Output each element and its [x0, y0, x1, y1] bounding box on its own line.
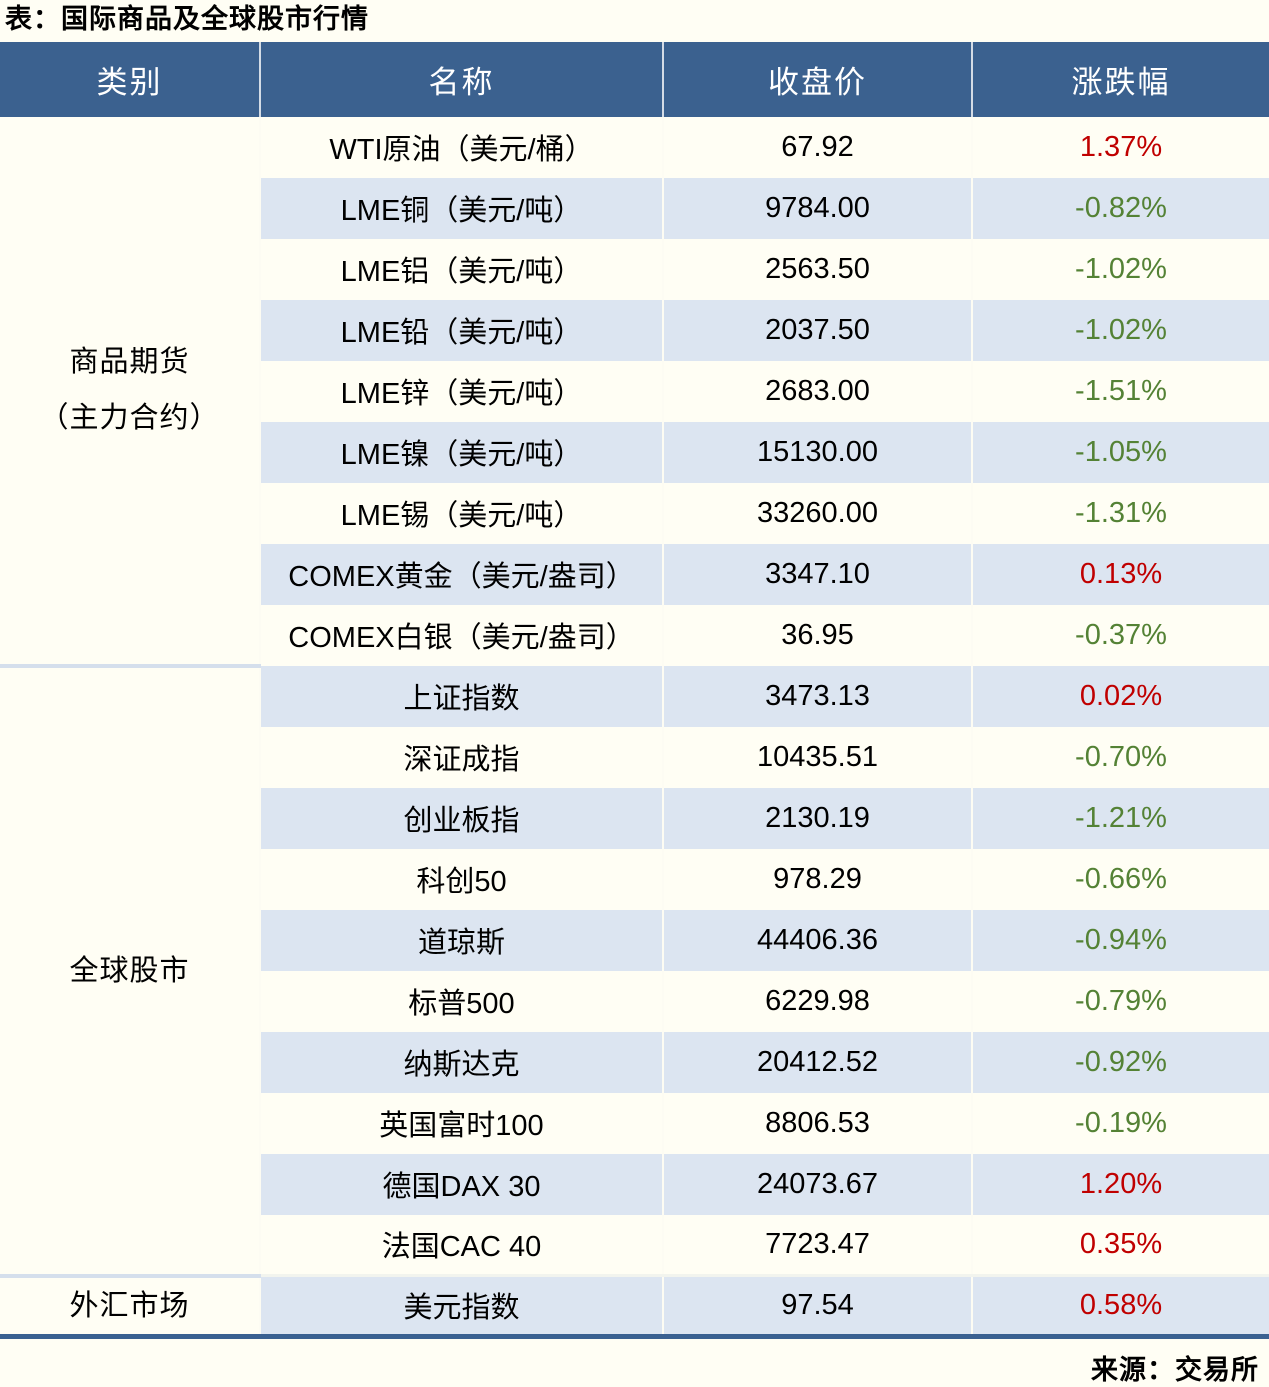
- instrument-name: LME镍（美元/吨）: [259, 421, 663, 483]
- table-row: 德国DAX 30 24073.67 1.20%: [0, 1153, 1269, 1215]
- close-price: 3473.13: [662, 665, 972, 727]
- change-percent: -1.02%: [971, 299, 1269, 361]
- table-row: 科创50 978.29 -0.66%: [0, 848, 1269, 910]
- close-price: 6229.98: [662, 970, 972, 1032]
- change-percent: -1.31%: [971, 482, 1269, 544]
- change-percent: 0.13%: [971, 543, 1269, 605]
- close-price: 2130.19: [662, 787, 972, 849]
- change-percent: -1.05%: [971, 421, 1269, 483]
- table-row: LME锡（美元/吨） 33260.00 -1.31%: [0, 482, 1269, 544]
- table-row: 商品期货 （主力合约） WTI原油（美元/桶） 67.92 1.37%: [0, 116, 1269, 666]
- header-name: 名称: [259, 41, 663, 117]
- change-percent: -0.66%: [971, 848, 1269, 910]
- close-price: 2037.50: [662, 299, 972, 361]
- change-percent: -1.21%: [971, 787, 1269, 849]
- header-row: 类别 名称 收盘价 涨跌幅: [0, 41, 1269, 117]
- table-row: LME铝（美元/吨） 2563.50 -1.02%: [0, 238, 1269, 300]
- page-title: 表：国际商品及全球股市行情: [5, 4, 369, 34]
- change-percent: -0.82%: [971, 177, 1269, 239]
- table-row: LME镍（美元/吨） 15130.00 -1.05%: [0, 421, 1269, 483]
- instrument-name: LME锡（美元/吨）: [259, 482, 663, 544]
- instrument-name: COMEX白银（美元/盎司）: [259, 604, 663, 666]
- instrument-name: LME锌（美元/吨）: [259, 360, 663, 422]
- header-category: 类别: [0, 41, 260, 117]
- instrument-name: COMEX黄金（美元/盎司）: [259, 543, 663, 605]
- change-percent: 1.20%: [971, 1153, 1269, 1215]
- instrument-name: LME铝（美元/吨）: [259, 238, 663, 300]
- instrument-name: 法国CAC 40: [259, 1214, 663, 1276]
- instrument-name: 英国富时100: [259, 1092, 663, 1154]
- instrument-name: 科创50: [259, 848, 663, 910]
- instrument-name: 道琼斯: [259, 909, 663, 971]
- table-row: 创业板指 2130.19 -1.21%: [0, 787, 1269, 849]
- close-price: 20412.52: [662, 1031, 972, 1093]
- table-row: 法国CAC 40 7723.47 0.35%: [0, 1214, 1269, 1276]
- table-row: COMEX白银（美元/盎司） 36.95 -0.37%: [0, 604, 1269, 666]
- change-percent: -1.02%: [971, 238, 1269, 300]
- change-percent: -0.70%: [971, 726, 1269, 788]
- change-percent: -0.37%: [971, 604, 1269, 666]
- instrument-name: 美元指数: [259, 1274, 663, 1337]
- category-cell: 商品期货 （主力合约）: [0, 116, 260, 666]
- table-row: 外汇市场 美元指数 97.54 0.58%: [0, 1273, 1269, 1337]
- category-label: 商品期货: [69, 346, 190, 379]
- change-percent: -0.79%: [971, 970, 1269, 1032]
- table-row: 全球股市 上证指数 3473.13 0.02%: [0, 663, 1269, 1276]
- instrument-name: WTI原油（美元/桶）: [259, 116, 663, 178]
- close-price: 2563.50: [662, 238, 972, 300]
- close-price: 44406.36: [662, 909, 972, 971]
- category-cell: 全球股市: [0, 663, 260, 1276]
- instrument-name: 上证指数: [259, 665, 663, 727]
- source-note: 来源：交易所: [1091, 1354, 1259, 1385]
- table-row: LME铜（美元/吨） 9784.00 -0.82%: [0, 177, 1269, 239]
- instrument-name: 创业板指: [259, 787, 663, 849]
- table-row: 标普500 6229.98 -0.79%: [0, 970, 1269, 1032]
- category-cell: 外汇市场: [0, 1273, 260, 1337]
- table-row: 道琼斯 44406.36 -0.94%: [0, 909, 1269, 971]
- close-price: 8806.53: [662, 1092, 972, 1154]
- close-price: 7723.47: [662, 1214, 972, 1276]
- change-percent: 0.02%: [971, 665, 1269, 727]
- close-price: 15130.00: [662, 421, 972, 483]
- instrument-name: LME铅（美元/吨）: [259, 299, 663, 361]
- instrument-name: 标普500: [259, 970, 663, 1032]
- change-percent: 0.58%: [971, 1274, 1269, 1337]
- table-row: LME铅（美元/吨） 2037.50 -1.02%: [0, 299, 1269, 361]
- table-row: 英国富时100 8806.53 -0.19%: [0, 1092, 1269, 1154]
- table-row: 纳斯达克 20412.52 -0.92%: [0, 1031, 1269, 1093]
- close-price: 67.92: [662, 116, 972, 178]
- change-percent: 0.35%: [971, 1214, 1269, 1276]
- change-percent: -0.19%: [971, 1092, 1269, 1154]
- category-label-line2: （主力合约）: [39, 402, 220, 435]
- table-row: LME锌（美元/吨） 2683.00 -1.51%: [0, 360, 1269, 422]
- table-header: 类别 名称 收盘价 涨跌幅: [0, 41, 1269, 117]
- category-label: 全球股市: [69, 954, 190, 987]
- change-percent: -1.51%: [971, 360, 1269, 422]
- close-price: 24073.67: [662, 1153, 972, 1215]
- instrument-name: 深证成指: [259, 726, 663, 788]
- table-row: COMEX黄金（美元/盎司） 3347.10 0.13%: [0, 543, 1269, 605]
- change-percent: 1.37%: [971, 116, 1269, 178]
- category-label: 外汇市场: [69, 1289, 190, 1322]
- close-price: 97.54: [662, 1274, 972, 1337]
- instrument-name: 纳斯达克: [259, 1031, 663, 1093]
- header-change: 涨跌幅: [971, 41, 1269, 117]
- instrument-name: 德国DAX 30: [259, 1153, 663, 1215]
- close-price: 9784.00: [662, 177, 972, 239]
- instrument-name: LME铜（美元/吨）: [259, 177, 663, 239]
- close-price: 36.95: [662, 604, 972, 666]
- close-price: 33260.00: [662, 482, 972, 544]
- close-price: 2683.00: [662, 360, 972, 422]
- table-row: 深证成指 10435.51 -0.70%: [0, 726, 1269, 788]
- close-price: 10435.51: [662, 726, 972, 788]
- header-close: 收盘价: [662, 41, 972, 117]
- market-table: 类别 名称 收盘价 涨跌幅 商品期货 （主力合约） WTI原油（美元/桶） 67.92…: [0, 41, 1269, 1339]
- change-percent: -0.94%: [971, 909, 1269, 971]
- close-price: 978.29: [662, 848, 972, 910]
- change-percent: -0.92%: [971, 1031, 1269, 1093]
- table-body: 商品期货 （主力合约） WTI原油（美元/桶） 67.92 1.37% LME铜（美元/吨…: [0, 116, 1269, 1337]
- close-price: 3347.10: [662, 543, 972, 605]
